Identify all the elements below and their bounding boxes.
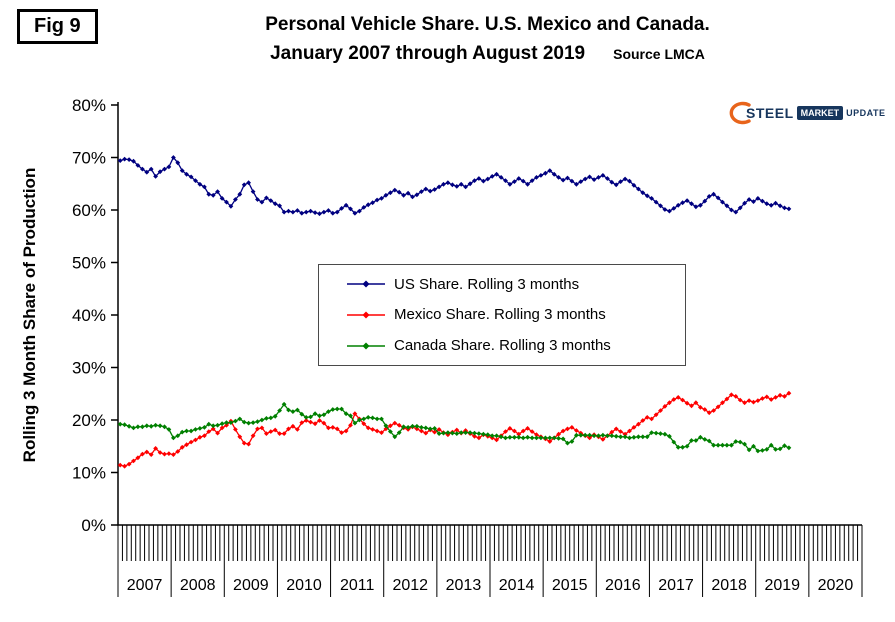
steel-market-update-logo: STEEL MARKET UPDATE [724,100,885,126]
y-tick-label: 80% [72,96,106,115]
logo-steel-text: STEEL [746,105,794,121]
x-tick-label: 2009 [233,577,269,594]
logo-update-text: UPDATE [846,108,886,118]
x-tick-label: 2020 [818,577,854,594]
chart-title-line2: January 2007 through August 2019 Source L… [90,43,885,65]
x-tick-label: 2017 [658,577,694,594]
figure-number-label: Fig 9 [17,9,98,44]
y-tick-label: 10% [72,464,106,483]
x-tick-label: 2007 [127,577,163,594]
legend-item-us: US Share. Rolling 3 months [347,276,685,293]
series-line-us [119,156,790,215]
chart-source: Source LMCA [613,46,705,62]
x-tick-label: 2019 [764,577,800,594]
legend-label-us: US Share. Rolling 3 months [394,275,580,293]
x-tick-label: 2016 [605,577,641,594]
legend-mexico-line-marker-icon [347,311,385,319]
month-tick-comb [117,525,863,561]
x-tick-label: 2010 [286,577,322,594]
logo-swoosh-icon [729,101,751,125]
legend: US Share. Rolling 3 months Mexico Share.… [318,264,686,366]
y-tick-label: 30% [72,359,106,378]
y-tick-label: 70% [72,149,106,168]
x-tick-label: 2014 [499,577,535,594]
chart-title-line1: Personal Vehicle Share. U.S. Mexico and … [265,14,710,35]
y-tick-label: 50% [72,254,106,273]
legend-item-canada: Canada Share. Rolling 3 months [347,337,685,354]
legend-item-mexico: Mexico Share. Rolling 3 months [347,306,685,323]
x-tick-label: 2018 [711,577,747,594]
legend-label-mexico: Mexico Share. Rolling 3 months [394,306,606,324]
y-tick-label: 0% [81,516,106,535]
y-tick-label: 40% [72,306,106,325]
chart-title-block: Personal Vehicle Share. U.S. Mexico and … [90,14,885,65]
series-line-mexico [120,392,790,467]
y-tick-label: 60% [72,201,106,220]
x-tick-label: 2008 [180,577,216,594]
series-markers-mexico [117,390,792,469]
x-tick-label: 2015 [552,577,588,594]
y-tick-label: 20% [72,411,106,430]
logo-market-text: MARKET [796,106,844,120]
year-tick-lines [117,561,863,597]
legend-us-line-marker-icon [347,280,385,288]
series-markers-canada [117,401,792,454]
legend-label-canada: Canada Share. Rolling 3 months [394,337,611,355]
x-tick-label: 2012 [392,577,428,594]
chart-subtitle: January 2007 through August 2019 [270,43,586,64]
legend-canada-line-marker-icon [347,342,385,350]
x-tick-label: 2011 [340,577,375,594]
x-tick-label: 2013 [446,577,482,594]
